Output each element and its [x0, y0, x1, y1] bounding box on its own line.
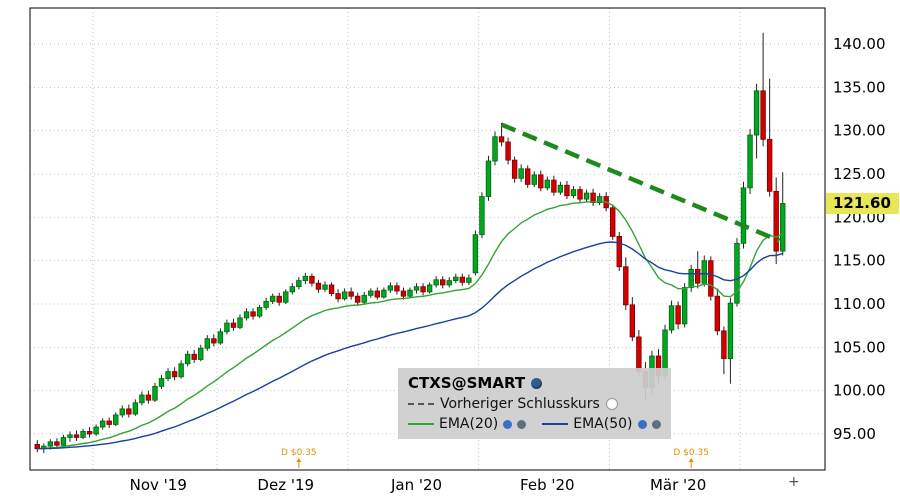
- ema20-legend-item: EMA(20): [408, 416, 527, 432]
- y-axis-tick-label: 140.00: [833, 35, 886, 53]
- y-axis-tick-label: 115.00: [833, 252, 886, 270]
- dividend-markers: D $0.35 D $0.35: [281, 448, 709, 468]
- prev-close-toggle-icon[interactable]: [605, 398, 618, 410]
- trendline-drawing[interactable]: [500, 122, 781, 243]
- y-axis-tick-label: 110.00: [833, 295, 886, 313]
- last-price-badge: 121.60: [826, 193, 899, 214]
- prev-close-label: Vorheriger Schlusskurs: [440, 396, 600, 412]
- symbol-label: CTXS@SMART: [408, 374, 526, 392]
- y-axis-tick-label: 130.00: [833, 122, 886, 140]
- ema20-remove-icon[interactable]: [517, 419, 527, 429]
- y-axis-tick-label: 100.00: [833, 382, 886, 400]
- legend-prev-close-row: Vorheriger Schlusskurs: [408, 396, 661, 412]
- ema20-label: EMA(20): [439, 416, 499, 432]
- y-axis-tick-label: 95.00: [833, 425, 876, 443]
- ema50-remove-icon[interactable]: [651, 419, 661, 429]
- y-axis-tick-label: 135.00: [833, 78, 886, 96]
- x-axis-tick-label: Nov '19: [130, 476, 187, 494]
- dividend-label: D $0.35: [673, 448, 709, 458]
- ema50-line[interactable]: [37, 241, 783, 450]
- ema50-line-sample: [542, 423, 569, 425]
- plot-border: [29, 7, 826, 471]
- prev-close-line-sample: [408, 403, 434, 405]
- ema20-line-sample: [408, 423, 434, 425]
- dividend-label: D $0.35: [281, 448, 317, 458]
- chart-legend: CTXS@SMART Vorheriger Schlusskurs EMA(20…: [398, 368, 671, 439]
- ema20-line[interactable]: [37, 200, 784, 450]
- ema50-label: EMA(50): [573, 416, 633, 432]
- symbol-settings-icon[interactable]: [531, 377, 543, 389]
- candlestick-series: [34, 32, 786, 454]
- expand-time-axis-icon[interactable]: +: [788, 474, 800, 490]
- x-axis-tick-label: Feb '20: [520, 476, 575, 494]
- y-axis-labels: 95.00100.00105.00110.00115.00120.00125.0…: [833, 35, 886, 443]
- legend-symbol-row: CTXS@SMART: [408, 374, 661, 392]
- legend-ema-row: EMA(20) EMA(50): [408, 416, 661, 432]
- horizontal-gridlines: [30, 43, 825, 435]
- x-axis-labels: Nov '19 Dez '19 Jan '20 Feb '20 Mär '20: [130, 476, 707, 494]
- x-axis-tick-label: Mär '20: [650, 476, 706, 494]
- y-axis-tick-label: 105.00: [833, 338, 886, 356]
- y-axis-tick-label: 125.00: [833, 165, 886, 183]
- x-axis-tick-label: Dez '19: [257, 476, 314, 494]
- ema50-legend-item: EMA(50): [542, 416, 661, 432]
- x-axis-tick-label: Jan '20: [390, 476, 442, 494]
- ema20-settings-icon[interactable]: [503, 419, 513, 429]
- ema50-settings-icon[interactable]: [637, 419, 647, 429]
